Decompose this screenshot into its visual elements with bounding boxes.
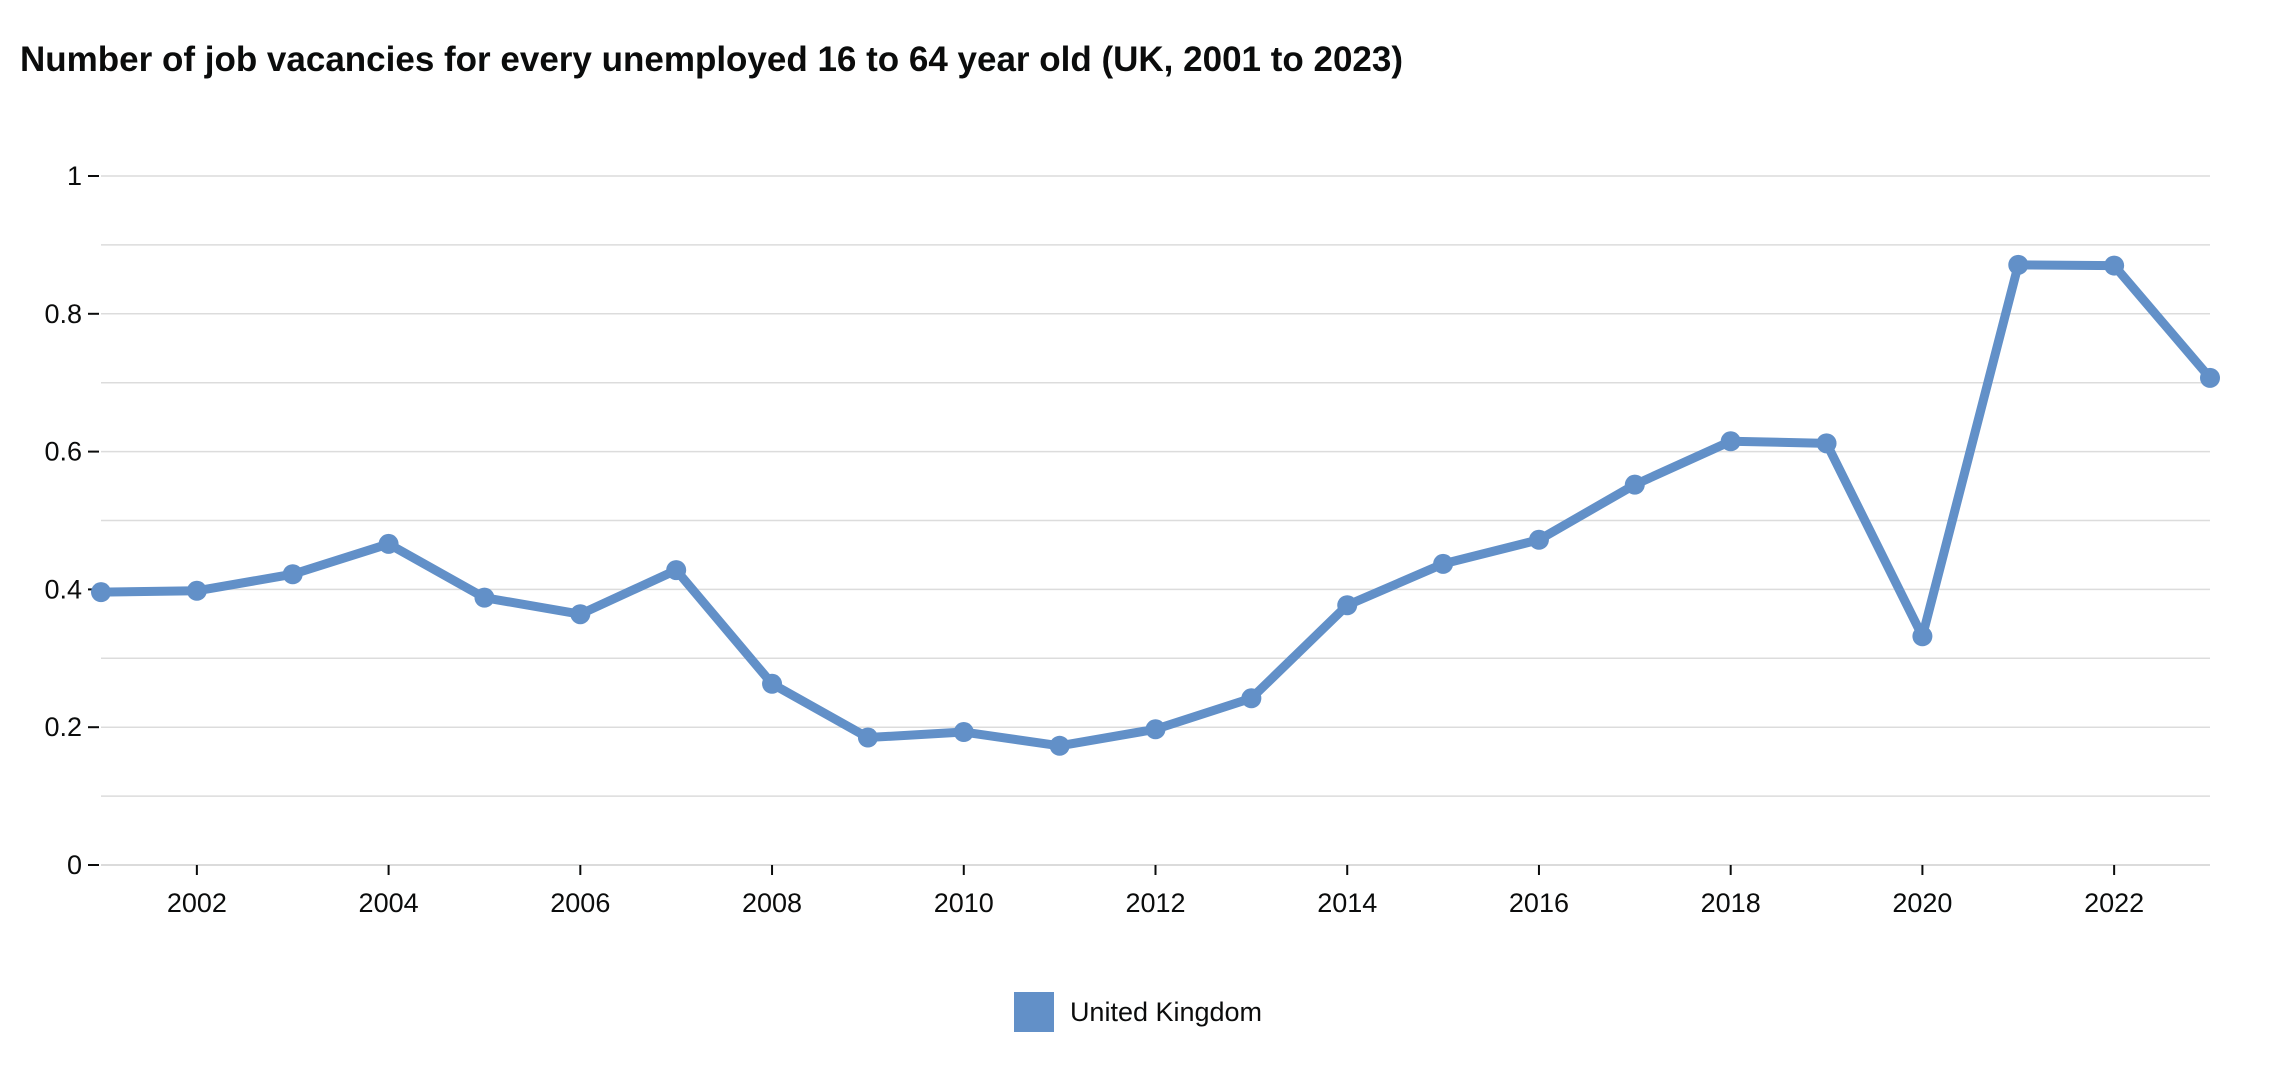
data-points [91, 254, 2220, 756]
data-point[interactable] [1528, 529, 1549, 550]
legend-item-united-kingdom: United Kingdom [1013, 992, 1263, 1032]
data-point[interactable] [1816, 433, 1837, 454]
x-tick-label: 2006 [550, 888, 610, 918]
y-tick-label: 0.4 [44, 574, 82, 604]
data-point[interactable] [1912, 626, 1933, 647]
chart-title: Number of job vacancies for every unempl… [20, 40, 1403, 79]
data-point[interactable] [282, 564, 303, 585]
data-point[interactable] [91, 582, 111, 603]
x-tick-label: 2008 [742, 888, 802, 918]
data-point[interactable] [666, 560, 687, 581]
x-tick-label: 2004 [359, 888, 419, 918]
legend-swatch [1013, 992, 1054, 1032]
data-point[interactable] [1624, 474, 1645, 495]
data-point[interactable] [1337, 595, 1358, 616]
data-point[interactable] [570, 604, 591, 625]
data-point[interactable] [1145, 719, 1166, 740]
data-point[interactable] [186, 580, 207, 601]
data-point[interactable] [1241, 688, 1262, 709]
gridlines [101, 175, 2210, 797]
data-point[interactable] [857, 727, 878, 748]
data-point[interactable] [762, 673, 783, 694]
x-tick-label: 2012 [1125, 888, 1185, 918]
data-point[interactable] [1720, 431, 1741, 452]
x-tick-label: 2002 [167, 888, 227, 918]
y-tick-label: 0.6 [44, 437, 82, 467]
x-tick-label: 2020 [1892, 888, 1952, 918]
data-point[interactable] [2104, 255, 2125, 276]
y-tick-label: 0.8 [44, 299, 82, 329]
data-point[interactable] [2200, 367, 2220, 388]
x-tick-label: 2016 [1509, 888, 1569, 918]
x-tick-label: 2014 [1317, 888, 1377, 918]
x-tick-label: 2018 [1701, 888, 1761, 918]
axes: 0 0.2 0.4 0.6 0.8 1 2002 2004 2006 2008 2010 2012 20… [44, 161, 2210, 918]
series-lines [96, 260, 2215, 751]
y-tick-label: 1 [67, 161, 82, 191]
y-tick-label: 0.2 [44, 712, 82, 742]
x-tick-label: 2022 [2084, 888, 2144, 918]
data-point[interactable] [474, 587, 495, 608]
legend: United Kingdom [0, 992, 2276, 1032]
x-tick-label: 2010 [934, 888, 994, 918]
data-point[interactable] [1433, 553, 1454, 574]
data-point[interactable] [378, 533, 399, 554]
series-line-united-kingdom [96, 260, 2215, 751]
legend-label: United Kingdom [1069, 996, 1263, 1027]
data-point[interactable] [953, 722, 974, 743]
data-point[interactable] [2008, 254, 2029, 275]
data-point[interactable] [1049, 735, 1070, 756]
y-tick-label: 0 [67, 850, 82, 880]
